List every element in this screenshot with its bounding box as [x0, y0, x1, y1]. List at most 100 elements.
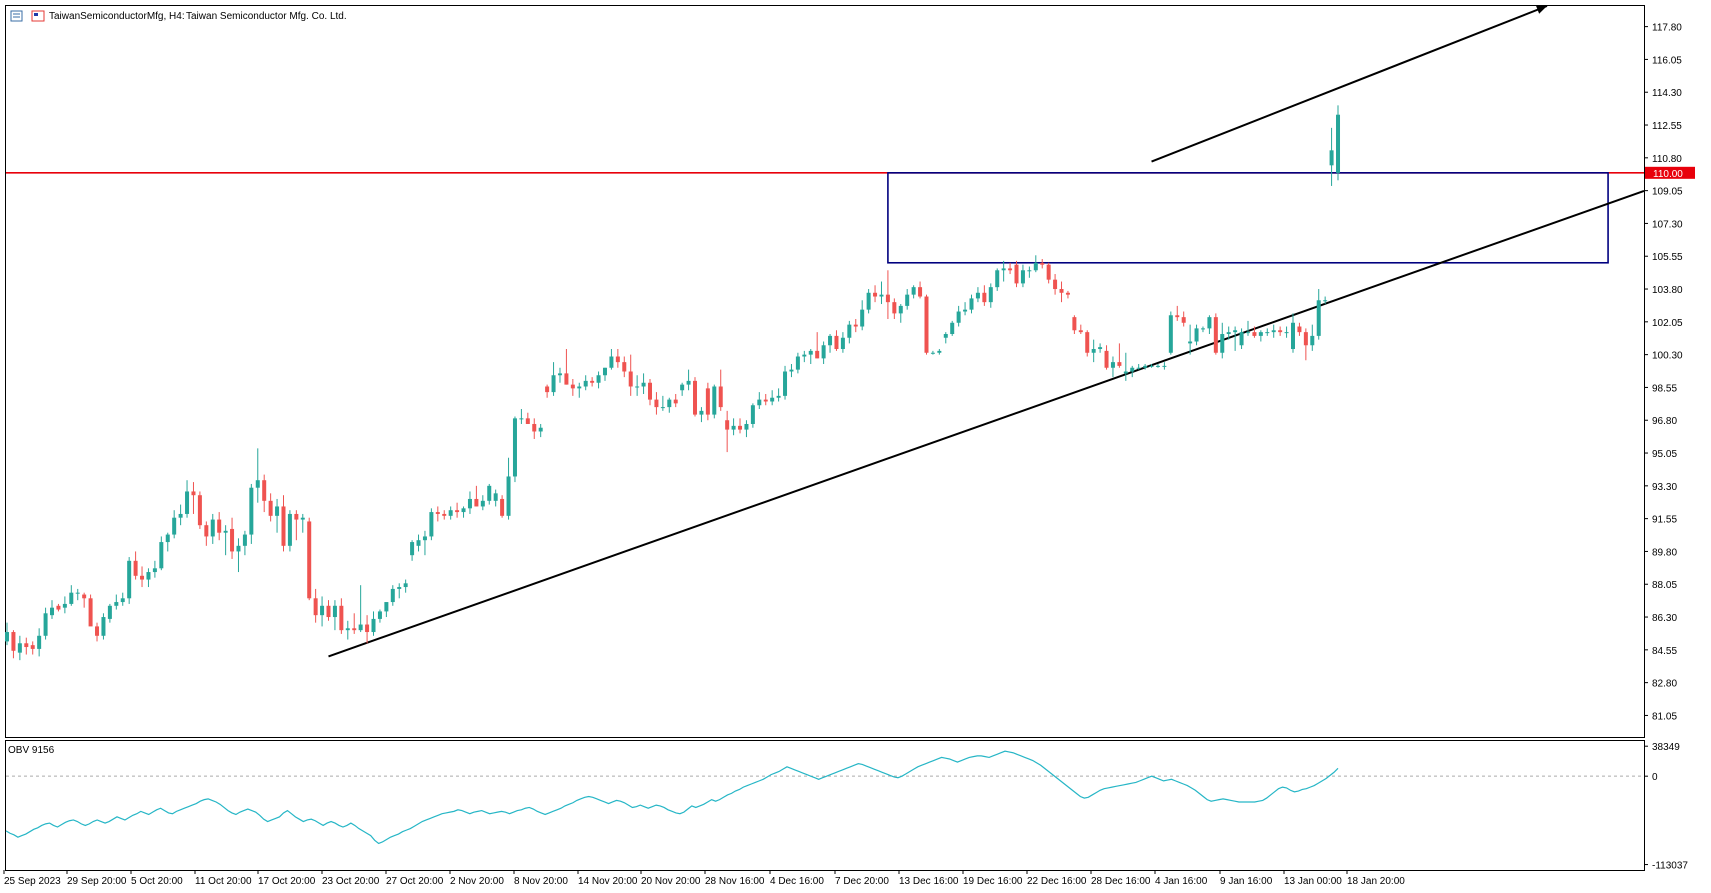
candle-body — [635, 386, 640, 388]
time-axis-tick-label: 2 Nov 20:00 — [450, 876, 504, 887]
candle-body — [1059, 289, 1064, 293]
price-axis-tick-label: 114.30 — [1652, 88, 1682, 99]
candle-body — [1110, 362, 1115, 368]
candle-body — [487, 485, 492, 501]
price-axis-tick-label: 103.80 — [1652, 285, 1683, 296]
candle-body — [294, 513, 299, 520]
candle-body — [1098, 347, 1103, 350]
candle-body — [1123, 371, 1128, 374]
candle-body — [596, 375, 601, 383]
time-axis-tick-label: 7 Dec 20:00 — [835, 876, 889, 887]
candle-body — [358, 624, 363, 631]
candle-body — [1245, 332, 1250, 334]
candle-body — [615, 356, 620, 363]
projection-arrow-line — [1151, 5, 1548, 163]
candle-body — [834, 335, 839, 350]
candle-body — [159, 542, 164, 569]
candle-body — [146, 572, 151, 580]
candle-body — [660, 407, 665, 409]
candle-body — [1258, 332, 1263, 336]
candle-body — [1078, 330, 1083, 333]
candle-body — [217, 519, 222, 533]
candle-body — [995, 270, 1000, 288]
time-axis-tick-label: 11 Oct 20:00 — [195, 876, 252, 887]
candle-body — [467, 498, 472, 509]
candle-body — [313, 598, 318, 616]
candle-body — [422, 536, 427, 541]
candle-body — [1303, 332, 1308, 346]
candle-body — [860, 309, 865, 327]
candle-body — [1278, 330, 1283, 333]
candle-body — [1033, 262, 1038, 271]
candle-body — [988, 287, 993, 303]
candle-body — [326, 605, 331, 618]
candle-body — [230, 528, 235, 552]
time-axis-tick-label: 17 Oct 20:00 — [258, 876, 316, 887]
candle-body — [725, 420, 730, 430]
candle-body — [1001, 268, 1006, 271]
candle-body — [371, 618, 376, 633]
candle-body — [339, 605, 344, 631]
candle-body — [88, 598, 93, 627]
candle-body — [905, 294, 910, 306]
candle-body — [197, 495, 202, 526]
candle-body — [1181, 317, 1186, 323]
candle-body — [519, 418, 524, 420]
candle-body — [911, 287, 916, 295]
candle-body — [712, 386, 717, 415]
price-axis-tick-label: 82.80 — [1652, 679, 1677, 690]
candle-body — [95, 626, 100, 636]
candle-body — [185, 491, 190, 514]
candle-body — [802, 354, 807, 357]
candle-body — [1329, 150, 1334, 166]
candle-body — [191, 491, 196, 496]
candle-body — [1271, 330, 1276, 333]
candle-body — [1175, 315, 1180, 318]
candle-body — [82, 594, 87, 599]
candle-body — [892, 302, 897, 314]
price-layer — [5, 5, 1645, 661]
time-axis-tick-label: 13 Dec 16:00 — [899, 876, 959, 887]
candle-body — [1008, 268, 1013, 271]
candle-body — [628, 371, 633, 387]
candle-body — [744, 423, 749, 430]
candle-body — [101, 617, 106, 636]
candle-body — [1046, 264, 1051, 280]
candle-body — [982, 292, 987, 303]
time-axis-tick-label: 9 Jan 16:00 — [1220, 876, 1273, 887]
symbol-header: TaiwanSemiconductorMfg, H4: Taiwan Semic… — [10, 10, 347, 22]
obv-axis-tick-label: 38349 — [1652, 742, 1680, 753]
chart-window-icon[interactable] — [10, 10, 23, 22]
price-axis-tick-label: 116.05 — [1652, 55, 1682, 66]
time-axis-tick-label: 23 Oct 20:00 — [322, 876, 380, 887]
candle-body — [300, 517, 305, 520]
price-axis-tick-label: 95.05 — [1652, 449, 1677, 460]
candle-body — [480, 500, 485, 507]
candle-body — [853, 324, 858, 327]
price-tag-label: 110.00 — [1653, 169, 1683, 180]
candle-body — [1091, 349, 1096, 353]
candle-body — [1065, 292, 1070, 295]
candle-body — [268, 500, 273, 516]
price-axis-tick-label: 110.80 — [1652, 154, 1682, 165]
time-axis-tick-label: 5 Oct 20:00 — [131, 876, 183, 887]
time-axis-tick-label: 25 Sep 2023 — [4, 876, 61, 887]
price-axis-tick-label: 88.05 — [1652, 580, 1677, 591]
candle-body — [416, 540, 421, 546]
candle-body — [397, 587, 402, 589]
candle-body — [365, 624, 370, 633]
candle-body — [152, 568, 157, 573]
obv-pane-frame — [5, 740, 1645, 871]
candle-body — [1239, 332, 1244, 346]
candle-body — [50, 607, 55, 616]
candle-body — [133, 560, 138, 576]
candle-body — [255, 480, 260, 488]
candle-body — [783, 371, 788, 396]
candle-body — [956, 311, 961, 323]
candle-body — [538, 427, 543, 432]
candle-body — [210, 519, 215, 537]
candle-body — [332, 605, 337, 618]
candle-body — [1136, 367, 1141, 369]
candle-body — [223, 530, 228, 533]
candle-body — [455, 510, 460, 513]
